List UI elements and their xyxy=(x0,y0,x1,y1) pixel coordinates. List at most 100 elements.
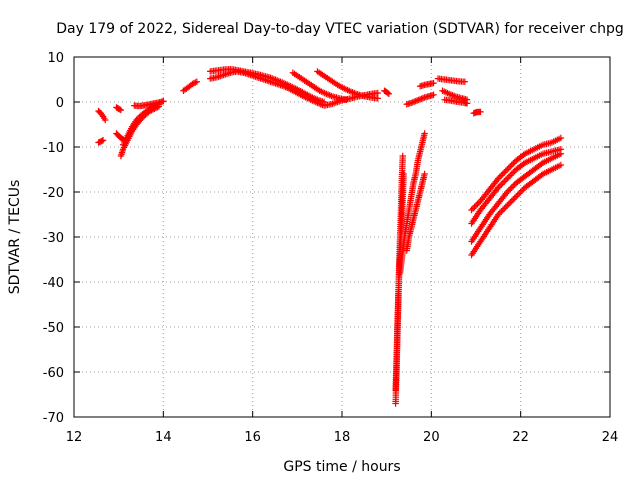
data-point xyxy=(102,116,109,124)
series-seg-k xyxy=(289,69,350,103)
data-point xyxy=(515,190,523,197)
y-tick-label: -70 xyxy=(43,411,64,426)
data-point xyxy=(477,108,484,116)
series-seg-s xyxy=(416,79,437,90)
y-tick-label: -60 xyxy=(43,366,64,381)
data-point xyxy=(343,96,350,103)
data-point xyxy=(507,163,514,170)
data-point xyxy=(192,79,199,86)
y-tick-label: -40 xyxy=(43,276,64,291)
data-point xyxy=(518,187,526,194)
data-point xyxy=(499,179,506,187)
data-point xyxy=(520,151,527,159)
data-marks xyxy=(95,65,565,407)
data-point xyxy=(505,164,512,172)
data-point xyxy=(430,79,437,87)
data-point xyxy=(495,184,502,191)
data-point xyxy=(421,130,428,137)
data-point xyxy=(474,200,481,208)
data-point xyxy=(538,160,545,168)
series-seg-e xyxy=(117,103,163,160)
data-point xyxy=(510,160,517,167)
data-point xyxy=(320,98,328,106)
series-seg-z xyxy=(468,146,565,227)
data-point xyxy=(504,188,511,196)
series-seg-h xyxy=(180,78,201,94)
data-point xyxy=(384,89,391,97)
data-point xyxy=(472,202,480,209)
data-point xyxy=(505,187,512,194)
data-point xyxy=(557,134,565,142)
data-point xyxy=(498,208,505,215)
data-point xyxy=(510,169,517,176)
y-tick-label: 10 xyxy=(47,51,64,66)
data-point xyxy=(98,137,106,145)
data-point xyxy=(504,166,511,173)
series-seg-v xyxy=(441,96,471,107)
data-point xyxy=(499,206,506,214)
y-tick-label: -20 xyxy=(43,186,64,201)
data-point xyxy=(557,146,565,153)
data-point xyxy=(508,170,515,178)
data-point xyxy=(374,95,381,102)
data-point xyxy=(190,80,198,87)
x-tick-label: 14 xyxy=(155,430,172,445)
data-point xyxy=(193,78,201,85)
data-point xyxy=(160,97,167,105)
data-point xyxy=(510,182,517,190)
data-point xyxy=(374,89,381,97)
data-point xyxy=(416,96,424,103)
plot-frame xyxy=(73,56,611,418)
data-point xyxy=(499,170,506,178)
x-tick-label: 12 xyxy=(66,430,83,445)
data-point xyxy=(117,106,125,114)
data-point xyxy=(498,172,505,179)
data-point xyxy=(511,194,518,202)
series-seg-q xyxy=(403,170,428,254)
data-point xyxy=(502,203,509,211)
data-point xyxy=(502,176,509,184)
data-point xyxy=(99,137,107,144)
series-seg-y xyxy=(468,150,565,245)
series-seg-aa xyxy=(468,134,565,214)
data-point xyxy=(510,196,517,203)
data-point xyxy=(468,206,475,214)
data-point xyxy=(148,104,155,112)
data-point xyxy=(409,99,416,106)
x-tick-label: 22 xyxy=(512,430,529,445)
series-seg-x xyxy=(468,161,565,259)
data-point xyxy=(502,167,509,175)
series-seg-f xyxy=(119,101,163,148)
data-point xyxy=(504,202,511,209)
data-point xyxy=(508,184,515,191)
data-point xyxy=(475,199,483,206)
data-point xyxy=(461,78,469,85)
series-seg-l xyxy=(314,68,381,102)
data-point xyxy=(504,175,511,182)
data-point xyxy=(505,200,512,208)
data-point xyxy=(399,152,406,160)
data-point xyxy=(501,169,508,176)
data-point xyxy=(495,175,502,182)
x-tick-label: 24 xyxy=(602,430,619,445)
data-point xyxy=(508,161,515,169)
y-tick-label: 0 xyxy=(56,96,64,111)
data-point xyxy=(514,191,521,199)
series-seg-d xyxy=(113,130,127,143)
chart-title: Day 179 of 2022, Sidereal Day-to-day VTE… xyxy=(56,21,624,37)
series-seg-a xyxy=(95,107,109,124)
data-point xyxy=(495,211,502,218)
data-point xyxy=(496,173,504,181)
data-point xyxy=(146,105,154,112)
data-point xyxy=(501,205,508,212)
y-tick-label: -30 xyxy=(43,231,64,246)
data-point xyxy=(507,199,514,206)
data-point xyxy=(133,116,140,124)
data-point xyxy=(116,106,123,113)
data-point xyxy=(507,172,514,179)
series-seg-c xyxy=(113,104,125,114)
series-seg-j xyxy=(207,65,328,106)
data-point xyxy=(400,170,407,178)
y-tick-label: -10 xyxy=(43,141,64,156)
data-point xyxy=(134,115,142,122)
